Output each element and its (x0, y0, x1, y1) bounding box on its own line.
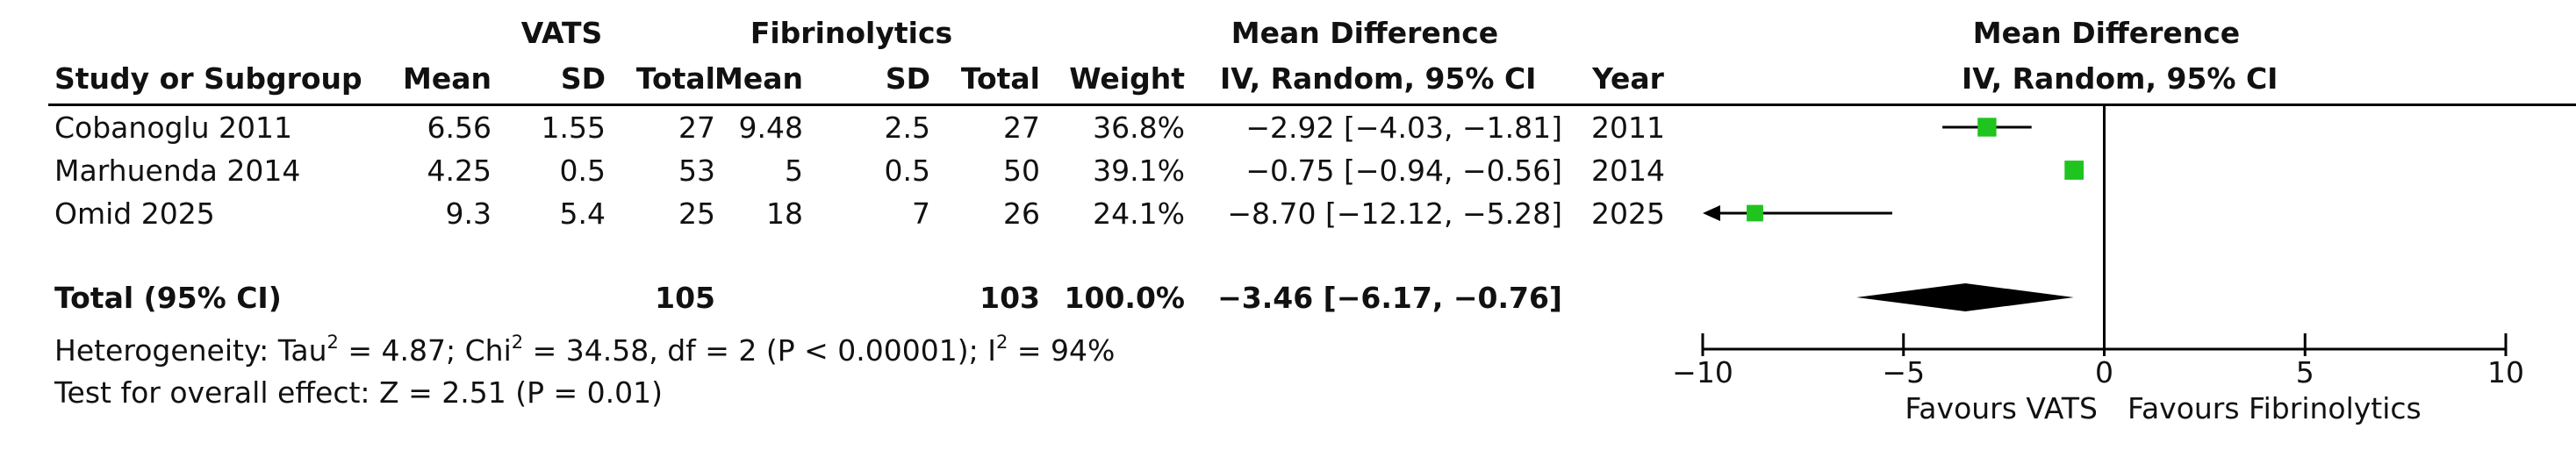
x-axis-tick-label: 5 (2296, 355, 2314, 389)
group2-header: Fibrinolytics (750, 16, 953, 50)
study-mean2: 5 (785, 154, 803, 188)
study-effect-ci: −8.70 [−12.12, −5.28] (1227, 196, 1562, 231)
year-column-header: Year (1592, 61, 1664, 96)
study-weight: 36.8% (1093, 111, 1185, 145)
group1-header: VATS (520, 16, 603, 50)
study-column-header: Study or Subgroup (54, 61, 362, 96)
x-axis-tick-label: 10 (2487, 355, 2524, 389)
study-name: Cobanoglu 2011 (54, 111, 293, 145)
study-effect-marker (1977, 118, 1997, 137)
study-effect-ci: −0.75 [−0.94, −0.56] (1245, 154, 1562, 188)
x-axis-tick-label: 0 (2095, 355, 2113, 389)
study-mean1: 4.25 (427, 154, 492, 188)
study-name: Marhuenda 2014 (54, 154, 301, 188)
pooled-effect-diamond (1856, 283, 2074, 311)
study-year: 2014 (1591, 154, 1665, 188)
x-axis-tick-label: −5 (1882, 355, 1925, 389)
study-weight: 24.1% (1093, 196, 1185, 231)
study-mean2: 9.48 (738, 111, 803, 145)
mean2-column-header: Mean (714, 61, 803, 96)
header-divider (48, 104, 2576, 106)
total-effect-ci: −3.46 [−6.17, −0.76] (1217, 281, 1562, 315)
study-total2: 27 (1003, 111, 1040, 145)
sd2-column-header: SD (885, 61, 930, 96)
study-sd2: 2.5 (884, 111, 930, 145)
study-effect-ci: −2.92 [−4.03, −1.81] (1245, 111, 1562, 145)
study-sd2: 0.5 (884, 154, 930, 188)
study-total1: 53 (678, 154, 715, 188)
total-weight: 100.0% (1064, 281, 1185, 315)
study-sd1: 0.5 (559, 154, 606, 188)
study-mean1: 6.56 (427, 111, 492, 145)
study-name: Omid 2025 (54, 196, 215, 231)
study-effect-marker (2064, 161, 2084, 180)
study-year: 2025 (1591, 196, 1665, 231)
study-sd1: 5.4 (559, 196, 606, 231)
study-year: 2011 (1591, 111, 1665, 145)
study-weight: 39.1% (1093, 154, 1185, 188)
total2-column-header: Total (960, 61, 1040, 96)
plot-column-header: IV, Random, 95% CI (1962, 61, 2278, 96)
effect-column-header: IV, Random, 95% CI (1220, 61, 1537, 96)
total-n2: 103 (979, 281, 1040, 315)
study-sd1: 1.55 (541, 111, 606, 145)
plot-group-header: Mean Difference (1972, 16, 2241, 50)
heterogeneity-text: Heterogeneity: Tau2 = 4.87; Chi2 = 34.58… (54, 332, 1116, 368)
study-effect-marker (1747, 204, 1763, 222)
favours-left-label: Favours VATS (1905, 391, 2098, 425)
favours-right-label: Favours Fibrinolytics (2128, 391, 2422, 425)
effect-group-header: Mean Difference (1231, 16, 1499, 50)
overall-effect-text: Test for overall effect: Z = 2.51 (P = 0… (54, 375, 663, 410)
study-total2: 50 (1003, 154, 1040, 188)
study-total1: 25 (678, 196, 715, 231)
study-total2: 26 (1003, 196, 1040, 231)
study-mean2: 18 (766, 196, 803, 231)
study-ci-arrow (1703, 205, 1720, 221)
x-axis-tick-label: −10 (1672, 355, 1733, 389)
total1-column-header: Total (635, 61, 715, 96)
total-n1: 105 (655, 281, 715, 315)
study-sd2: 7 (912, 196, 930, 231)
study-mean1: 9.3 (445, 196, 492, 231)
study-total1: 27 (678, 111, 715, 145)
mean1-column-header: Mean (403, 61, 492, 96)
weight-column-header: Weight (1069, 61, 1185, 96)
sd1-column-header: SD (560, 61, 606, 96)
total-label: Total (95% CI) (54, 281, 282, 315)
